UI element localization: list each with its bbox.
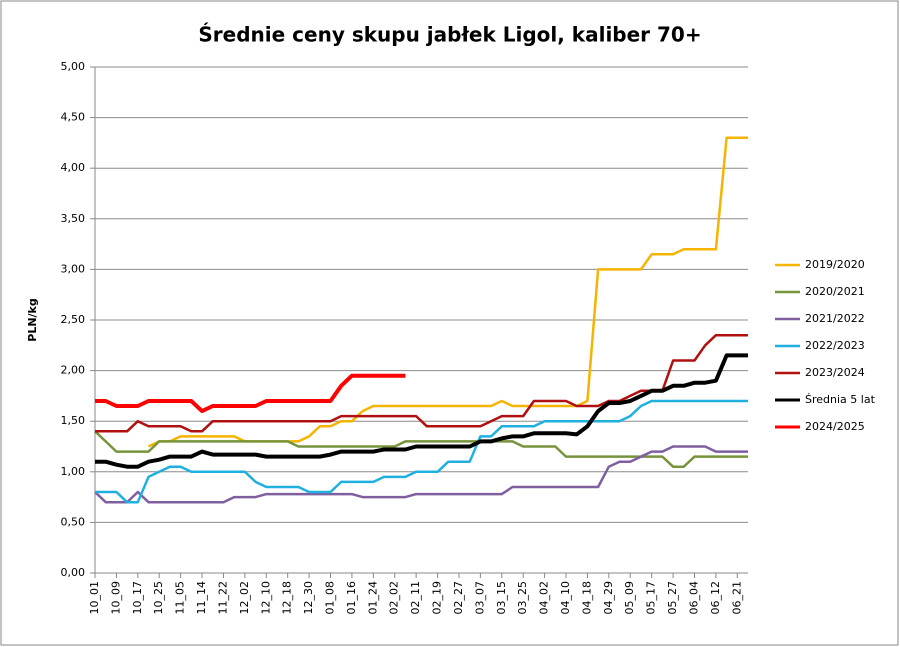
y-tick-label: 4,50 — [61, 111, 86, 124]
x-tick-label: 01_08 — [324, 581, 337, 615]
x-tick-label: 12_18 — [281, 581, 294, 615]
x-tick-label: 11_22 — [216, 581, 229, 615]
chart-title: Średnie ceny skupu jabłek Ligol, kaliber… — [198, 23, 701, 47]
legend-label: Średnia 5 lat — [805, 393, 876, 406]
x-tick-label: 04_18 — [580, 581, 593, 615]
y-axis-label: PLN/kg — [26, 298, 39, 341]
y-tick-label: 2,00 — [61, 364, 86, 377]
x-tick-label: 04_29 — [602, 581, 615, 615]
x-tick-label: 01_16 — [345, 581, 358, 615]
y-tick-label: 0,00 — [61, 566, 86, 579]
x-tick-label: 11_05 — [174, 581, 187, 615]
x-tick-label: 12_10 — [259, 581, 272, 615]
x-tick-label: 10_01 — [88, 581, 101, 615]
x-tick-label: 03_15 — [495, 581, 508, 615]
x-tick-label: 04_02 — [538, 581, 551, 615]
x-tick-label: 10_17 — [131, 581, 144, 615]
series-line — [95, 373, 406, 414]
x-tick-label: 06_21 — [730, 581, 743, 615]
legend-label: 2019/2020 — [805, 258, 865, 271]
x-tick-label: 05_27 — [666, 581, 679, 615]
y-tick-label: 5,00 — [61, 60, 86, 73]
x-tick-label: 06_04 — [687, 581, 700, 615]
y-tick-label: 1,00 — [61, 465, 86, 478]
x-tick-label: 11_14 — [195, 581, 208, 615]
y-tick-label: 4,00 — [61, 161, 86, 174]
legend-label: 2021/2022 — [805, 312, 865, 325]
series-line — [95, 333, 748, 433]
y-tick-label: 3,00 — [61, 262, 86, 275]
x-tick-label: 05_17 — [645, 581, 658, 615]
x-tick-label: 10_09 — [109, 581, 122, 615]
x-tick-label: 05_09 — [623, 581, 636, 615]
y-tick-label: 2,50 — [61, 313, 86, 326]
y-tick-label: 3,50 — [61, 212, 86, 225]
x-tick-label: 02_27 — [452, 581, 465, 615]
legend-label: 2022/2023 — [805, 339, 865, 352]
y-tick-label: 1,50 — [61, 414, 86, 427]
x-tick-label: 12_02 — [238, 581, 251, 615]
legend-label: 2023/2024 — [805, 366, 865, 379]
x-tick-label: 12_30 — [302, 581, 315, 615]
series-line — [95, 399, 748, 504]
legend-label: 2024/2025 — [805, 420, 865, 433]
x-tick-label: 03_25 — [516, 581, 529, 615]
x-tick-label: 02_19 — [431, 581, 444, 615]
x-tick-label: 10_25 — [152, 581, 165, 615]
x-tick-label: 01_24 — [366, 581, 379, 615]
x-tick-label: 02_02 — [388, 581, 401, 615]
series-line — [95, 353, 748, 469]
legend-label: 2020/2021 — [805, 285, 865, 298]
x-tick-label: 03_07 — [473, 581, 486, 615]
x-tick-label: 06_12 — [709, 581, 722, 615]
x-tick-label: 04_10 — [559, 581, 572, 615]
x-tick-label: 02_11 — [409, 581, 422, 615]
y-tick-label: 0,50 — [61, 515, 86, 528]
series-line — [94, 445, 748, 504]
